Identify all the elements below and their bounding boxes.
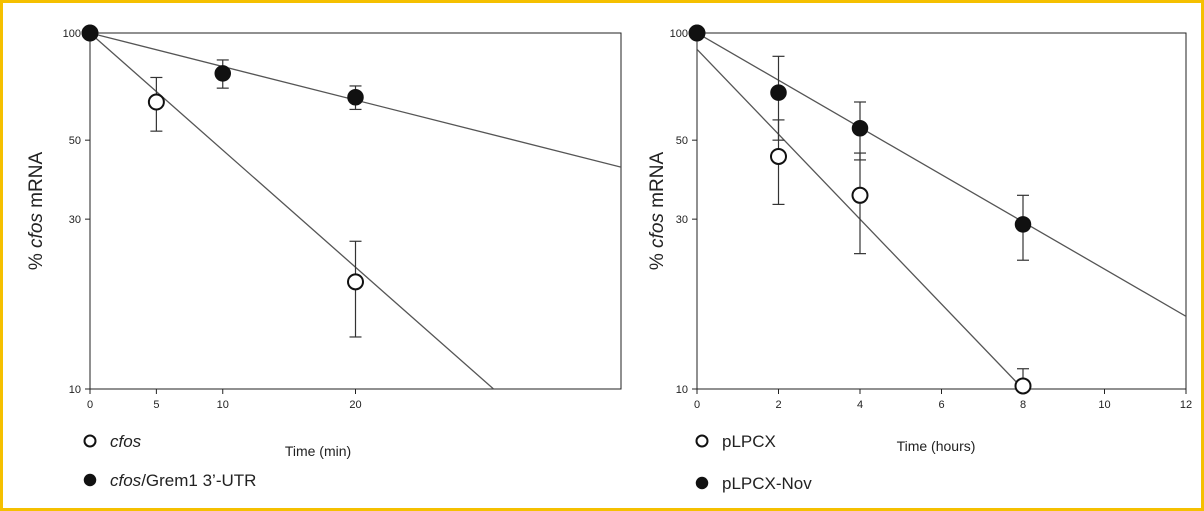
x-tick-label: 5 [153, 399, 159, 411]
legend-label-text: pLPCX-Nov [722, 474, 812, 493]
x-tick-label: 0 [87, 399, 93, 411]
data-point-series-2 [81, 24, 99, 42]
x-tick-label: 4 [857, 399, 863, 411]
data-point-series-2 [214, 65, 231, 82]
y-tick-label: 50 [69, 135, 81, 147]
legend-label-italic: cfos [110, 471, 142, 490]
legend-label-text: pLPCX [722, 432, 776, 451]
data-point-series-2 [851, 120, 869, 137]
data-point-series-2 [770, 84, 787, 101]
y-axis-title-italic: cfos [647, 213, 668, 248]
plot-area [696, 32, 1187, 390]
legend-marker-1 [83, 434, 97, 448]
legend-marker-2 [83, 473, 97, 487]
legend-label-2: pLPCX-Nov [722, 474, 812, 493]
y-tick-label: 50 [676, 135, 688, 147]
data-point-series-1 [851, 186, 869, 204]
x-axis-title: Time (min) [285, 443, 351, 459]
x-tick-label: 6 [938, 399, 944, 411]
x-tick-label: 20 [349, 399, 361, 411]
data-point-series-2 [688, 24, 706, 42]
legend-label-italic: cfos [110, 432, 142, 451]
legend-label-1: pLPCX [722, 432, 776, 451]
x-tick-label: 12 [1180, 399, 1192, 411]
y-axis-title-prefix: % [647, 248, 668, 270]
legend-marker-2 [695, 476, 709, 490]
data-point-series-1 [1014, 377, 1032, 395]
x-tick-label: 2 [775, 399, 781, 411]
legend-marker-1 [695, 434, 709, 448]
legend-label-text: /Grem1 3’-UTR [141, 471, 256, 490]
data-point-series-1 [770, 147, 787, 165]
x-tick-label: 10 [217, 399, 229, 411]
fit-line-series-2 [697, 33, 1186, 317]
y-tick-label: 10 [676, 384, 688, 396]
x-tick-label: 0 [694, 399, 700, 411]
y-tick-label: 100 [63, 28, 81, 40]
x-tick-label: 10 [1098, 399, 1110, 411]
data-point-series-1 [147, 93, 165, 111]
y-axis-title: % cfos mRNA [647, 152, 668, 271]
data-point-series-1 [347, 273, 364, 291]
legend-label-2: cfos/Grem1 3’-UTR [110, 471, 256, 490]
y-axis-title-italic: cfos [26, 213, 47, 248]
y-tick-label: 10 [69, 384, 81, 396]
y-axis-title: % cfos mRNA [26, 152, 47, 271]
legend-label-1: cfos [110, 432, 142, 451]
y-axis-title-prefix: % [26, 248, 47, 270]
data-point-series-2 [347, 88, 364, 106]
y-axis-title-suffix: mRNA [647, 152, 668, 214]
y-tick-label: 30 [676, 214, 688, 226]
x-axis-title: Time (hours) [897, 438, 976, 454]
fit-line-series-1 [90, 33, 494, 389]
y-tick-label: 30 [69, 214, 81, 226]
y-axis-title-suffix: mRNA [26, 152, 47, 214]
y-tick-label: 100 [670, 28, 688, 40]
x-tick-label: 8 [1020, 399, 1026, 411]
data-point-series-2 [1014, 216, 1032, 233]
